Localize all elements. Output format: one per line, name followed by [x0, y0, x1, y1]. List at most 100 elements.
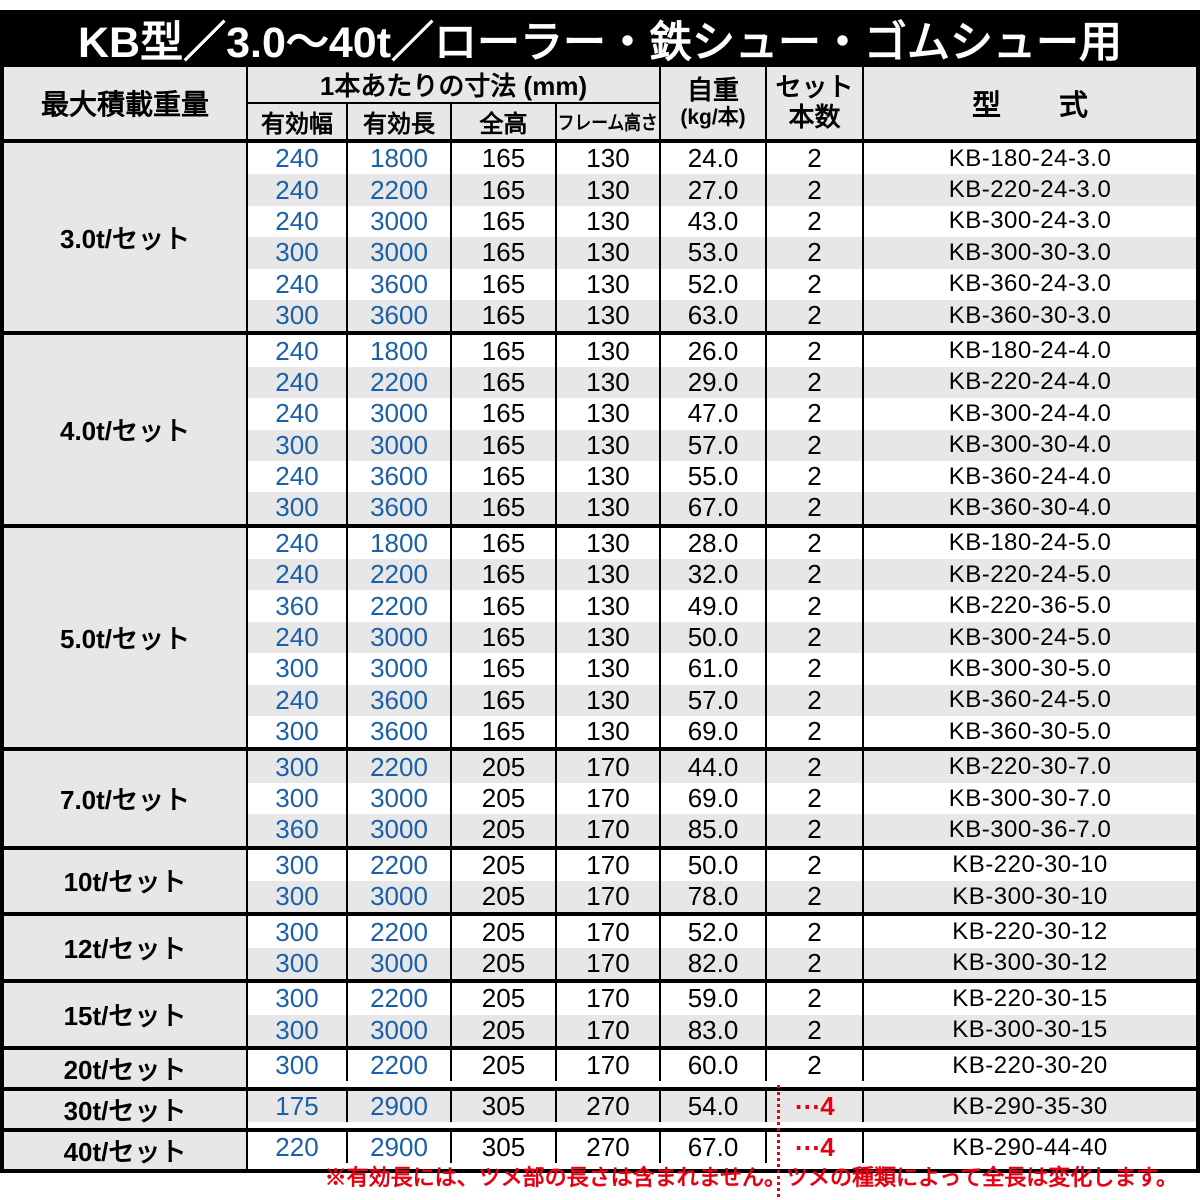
cell-frame-height: 130 [555, 590, 659, 622]
cell-effective-length: 2900 [346, 1090, 450, 1123]
cell-set-quantity: 2 [765, 335, 862, 367]
spec-row: 240 2200 165 130 27.0 2 KB-220-24-3.0 [248, 174, 1196, 206]
weight-section: 3.0t/セット 240 1800 165 130 24.0 2 KB-180-24-3.0 2… [4, 139, 1196, 332]
cell-model-code: KB-300-24-4.0 [862, 398, 1196, 430]
cell-effective-width: 300 [275, 916, 319, 947]
cell-model-code: KB-180-24-4.0 [862, 335, 1196, 367]
cell-effective-length: 2200 [346, 559, 450, 591]
cell-effective-width: 360 [275, 590, 319, 621]
cell-set-quantity: 2 [765, 460, 862, 493]
spec-row: 300 2200 205 170 52.0 2 KB-220-30-12 [248, 916, 1196, 948]
cell-unit-weight: 61.0 [659, 653, 765, 685]
spec-row: 300 3000 165 130 57.0 2 KB-300-30-4.0 [248, 429, 1196, 461]
cell-effective-width: 240 [275, 684, 319, 715]
cell-frame-height: 130 [555, 621, 659, 654]
spec-row: 175 2900 305 270 54.0 ⋯4 KB-290-35-30 [248, 1090, 1196, 1123]
cell-model-code: KB-180-24-5.0 [862, 527, 1196, 560]
cell-set-quantity: 2 [765, 751, 862, 783]
spec-row: 300 3000 205 170 82.0 2 KB-300-30-12 [248, 947, 1196, 980]
section-rows: 240 1800 165 130 26.0 2 KB-180-24-4.0 240 2200 16… [248, 335, 1196, 524]
cell-model-code: KB-360-24-4.0 [862, 460, 1196, 493]
weight-section: 4.0t/セット 240 1800 165 130 26.0 2 KB-180-24-4.0 2… [4, 331, 1196, 524]
cell-effective-width: 300 [275, 300, 319, 331]
cell-total-height: 165 [450, 653, 555, 685]
cell-frame-height: 130 [555, 429, 659, 461]
header-effective-length: 有効長 [346, 104, 450, 139]
cell-total-height: 205 [450, 880, 555, 913]
spec-row: 300 3600 165 130 67.0 2 KB-360-30-4.0 [248, 492, 1196, 524]
cell-total-height: 165 [450, 684, 555, 717]
weight-section: 30t/セット 175 2900 305 270 54.0 ⋯4 KB-290-35-30 [4, 1086, 1196, 1128]
cell-set-quantity: 2 [765, 983, 862, 1015]
cell-set-quantity: 2 [765, 684, 862, 717]
cell-unit-weight: 47.0 [659, 398, 765, 430]
cell-effective-width: 240 [275, 366, 319, 397]
cell-set-quantity: 2 [765, 366, 862, 399]
cell-unit-weight: 53.0 [659, 237, 765, 269]
weight-class-label: 5.0t/セット [4, 527, 248, 748]
cell-effective-width: 240 [275, 143, 319, 174]
cell-effective-width: 300 [275, 983, 319, 1014]
cell-unit-weight: 49.0 [659, 590, 765, 622]
cell-effective-width: 240 [275, 335, 319, 366]
cell-frame-height: 130 [555, 716, 659, 748]
table-header: 最大積載重量 1本あたりの寸法 (mm) 有効幅 有効長 全高 フレーム高さ 自… [4, 67, 1196, 139]
cell-unit-weight: 67.0 [659, 1131, 765, 1164]
header-set-quantity: セット 本数 [765, 67, 862, 139]
title-bar: KB型／3.0〜40t／ローラー・鉄シュー・ゴムシュー用 [0, 10, 1200, 67]
cell-frame-height: 130 [555, 653, 659, 685]
cell-set-quantity: 2 [765, 716, 862, 748]
cell-model-code: KB-300-30-5.0 [862, 653, 1196, 685]
cell-model-code: KB-180-24-3.0 [862, 143, 1196, 175]
cell-total-height: 165 [450, 299, 555, 332]
spec-row: 240 3600 165 130 57.0 2 KB-360-24-5.0 [248, 684, 1196, 717]
cell-effective-width: 240 [275, 559, 319, 590]
spec-row: 220 2900 305 270 67.0 ⋯4 KB-290-44-40 [248, 1131, 1196, 1164]
header-total-height: 全高 [450, 104, 555, 139]
cell-frame-height: 130 [555, 268, 659, 300]
spec-row: 240 3000 165 130 50.0 2 KB-300-24-5.0 [248, 621, 1196, 654]
cell-unit-weight: 63.0 [659, 299, 765, 332]
cell-frame-height: 130 [555, 460, 659, 493]
cell-model-code: KB-220-24-3.0 [862, 174, 1196, 206]
cell-effective-length: 3000 [346, 205, 450, 238]
cell-frame-height: 170 [555, 1049, 659, 1082]
cell-effective-width: 240 [275, 174, 319, 205]
cell-frame-height: 130 [555, 237, 659, 269]
cell-effective-width: 240 [275, 205, 319, 236]
section-rows: 240 1800 165 130 24.0 2 KB-180-24-3.0 240 2200 16… [248, 143, 1196, 332]
cell-set-quantity: 2 [765, 398, 862, 430]
cell-frame-height: 130 [555, 684, 659, 717]
cell-model-code: KB-220-30-20 [862, 1049, 1196, 1082]
cell-model-code: KB-300-30-3.0 [862, 237, 1196, 269]
cell-effective-width: 300 [275, 783, 319, 813]
cell-frame-height: 130 [555, 143, 659, 175]
cell-unit-weight: 57.0 [659, 684, 765, 717]
cell-unit-weight: 57.0 [659, 429, 765, 461]
cell-frame-height: 130 [555, 205, 659, 238]
cell-set-quantity: 2 [765, 653, 862, 685]
weight-class-label: 20t/セット [4, 1049, 248, 1087]
cell-effective-length: 3000 [346, 880, 450, 913]
cell-frame-height: 130 [555, 174, 659, 206]
spec-row: 360 2200 165 130 49.0 2 KB-220-36-5.0 [248, 590, 1196, 622]
cell-effective-width: 240 [275, 268, 319, 299]
spec-row: 300 3000 165 130 61.0 2 KB-300-30-5.0 [248, 653, 1196, 685]
cell-effective-width: 360 [275, 814, 319, 845]
cell-frame-height: 270 [555, 1090, 659, 1123]
cell-effective-width: 300 [275, 1050, 319, 1081]
cell-total-height: 165 [450, 205, 555, 238]
cell-unit-weight: 69.0 [659, 716, 765, 748]
cell-model-code: KB-300-30-7.0 [862, 782, 1196, 815]
spec-row: 300 2200 205 170 50.0 2 KB-220-30-10 [248, 849, 1196, 881]
cell-frame-height: 170 [555, 1014, 659, 1046]
cell-total-height: 205 [450, 849, 555, 881]
cell-set-quantity: 2 [765, 782, 862, 815]
cell-unit-weight: 50.0 [659, 621, 765, 654]
cell-unit-weight: 29.0 [659, 366, 765, 399]
cell-model-code: KB-360-30-5.0 [862, 716, 1196, 748]
section-rows: 175 2900 305 270 54.0 ⋯4 KB-290-35-30 [248, 1090, 1196, 1128]
header-max-load: 最大積載重量 [4, 67, 248, 139]
header-dimensions-subrow: 有効幅 有効長 全高 フレーム高さ [248, 104, 659, 139]
